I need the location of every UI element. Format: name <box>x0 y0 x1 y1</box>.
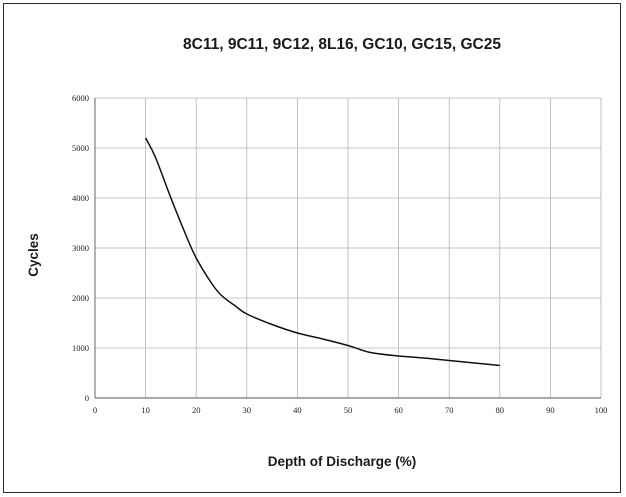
series-line <box>144 137 500 367</box>
x-tick-label: 20 <box>192 405 201 415</box>
x-tick-label: 60 <box>394 405 403 415</box>
series-group <box>144 137 500 367</box>
y-tick-label: 0 <box>85 393 89 403</box>
x-tick-label: 80 <box>496 405 505 415</box>
y-tick-label: 3000 <box>72 243 89 253</box>
x-tick-label: 50 <box>344 405 353 415</box>
x-tick-label: 90 <box>546 405 555 415</box>
x-tick-label: 0 <box>93 405 97 415</box>
y-tick-label: 2000 <box>72 293 89 303</box>
x-tick-label: 10 <box>141 405 150 415</box>
x-tick-label: 100 <box>595 405 608 415</box>
y-tick-label: 4000 <box>72 193 89 203</box>
chart-title: 8C11, 9C11, 9C12, 8L16, GC10, GC15, GC25 <box>183 36 501 53</box>
y-axis-label: Cycles <box>26 233 41 277</box>
grid <box>95 97 602 398</box>
x-axis-label: Depth of Discharge (%) <box>268 454 417 469</box>
x-tick-label: 30 <box>243 405 252 415</box>
x-axis-ticks: 0 10 20 30 40 50 60 70 80 90 100 <box>93 405 608 415</box>
y-tick-label: 6000 <box>72 93 89 103</box>
x-tick-label: 70 <box>445 405 454 415</box>
y-axis-ticks: 0 1000 2000 3000 4000 5000 6000 <box>72 93 89 403</box>
x-tick-label: 40 <box>293 405 302 415</box>
y-tick-label: 5000 <box>72 143 89 153</box>
y-tick-label: 1000 <box>72 343 89 353</box>
axes <box>94 98 601 399</box>
